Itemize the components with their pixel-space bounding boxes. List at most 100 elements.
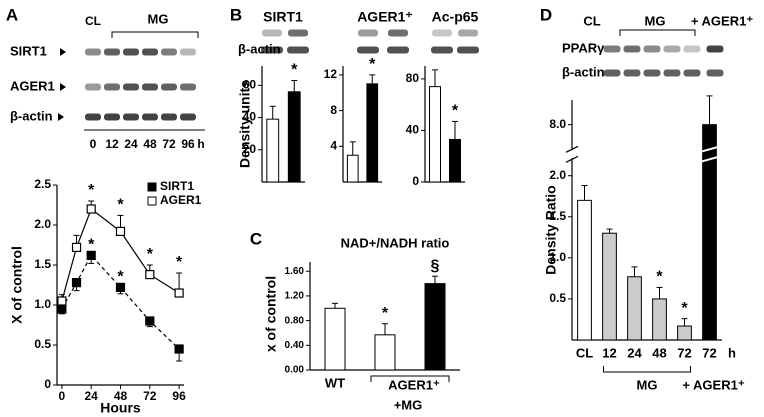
time-unit: h	[197, 137, 204, 151]
time-label: 12	[105, 137, 119, 151]
blot-band	[85, 48, 101, 56]
blot-band	[663, 69, 681, 77]
data-point	[115, 226, 126, 236]
x-tick-label: 48	[114, 389, 128, 403]
blot-band	[142, 113, 158, 121]
data-point	[174, 288, 184, 298]
blot-column: Ac-p65	[432, 9, 479, 25]
blot-group: CL	[583, 13, 600, 28]
significance: *	[656, 269, 663, 286]
data-point	[57, 296, 67, 306]
blot-band	[288, 29, 308, 37]
blot-band	[623, 69, 641, 77]
blot-column: SIRT1	[263, 9, 303, 25]
significance: *	[681, 300, 688, 317]
y-tick-label: 1.5	[34, 257, 51, 271]
group-label: +MG	[394, 397, 423, 412]
blot-band	[623, 45, 641, 53]
panel-label: B	[230, 5, 242, 24]
axis-break	[565, 155, 579, 163]
bracket	[603, 366, 691, 373]
group-label: + AGER1⁺	[682, 377, 745, 392]
bar	[266, 118, 280, 183]
y-tick-label: 1.0	[34, 297, 51, 311]
blot-band	[180, 83, 196, 91]
blot-band	[432, 29, 452, 37]
legend-label: SIRT1	[160, 179, 194, 193]
bar	[374, 334, 396, 371]
y-tick-label: 0.40	[285, 340, 305, 351]
blot-band	[161, 83, 177, 91]
legend-swatch	[147, 196, 157, 206]
y-tick-label: 0	[44, 377, 51, 391]
blot-band	[431, 46, 453, 54]
y-tick-label: 20	[243, 142, 257, 156]
time-label: 96	[181, 137, 195, 151]
blot-row-label: PPARγ	[562, 40, 605, 55]
bar	[602, 232, 617, 341]
time-label: 48	[143, 137, 157, 151]
axis-break	[565, 145, 579, 153]
data-point	[115, 282, 126, 292]
y-tick-label: 4	[330, 138, 337, 152]
panel-label: A	[6, 5, 18, 24]
y-tick-label: 0.5	[549, 291, 566, 305]
blot-band	[683, 45, 701, 53]
y-tick-label: 2.0	[549, 168, 566, 182]
legend-swatch	[147, 182, 157, 192]
x-tick-label: 12	[602, 345, 616, 360]
x-unit: h	[728, 345, 736, 360]
blot-band	[142, 48, 158, 56]
blot-band	[457, 46, 479, 54]
blot-band	[603, 69, 621, 77]
y-tick-label: 1.20	[285, 291, 305, 302]
y-axis-label: X of control	[9, 246, 25, 324]
axis-break	[698, 155, 721, 164]
blot-band	[388, 29, 408, 37]
time-label: 72	[162, 137, 176, 151]
group-label: AGER1⁺	[388, 377, 440, 392]
blot-band	[643, 45, 661, 53]
blot-group: MG	[645, 13, 666, 28]
blot-band	[123, 83, 139, 91]
bar	[366, 83, 379, 183]
x-tick-label: 0	[59, 389, 66, 403]
bar	[429, 86, 441, 183]
blot-band	[458, 29, 478, 37]
bar	[652, 298, 667, 341]
blot-column: AGER1⁺	[357, 9, 413, 25]
blot-band	[261, 46, 283, 54]
data-point	[71, 278, 82, 288]
significance: §	[431, 257, 440, 274]
data-point	[86, 250, 96, 260]
group-label: MG	[637, 377, 658, 392]
panel-label: D	[540, 5, 552, 24]
blot-band	[104, 113, 120, 121]
blot-row-label: β-actin	[238, 41, 281, 56]
x-tick-label: 96	[172, 389, 186, 403]
row-arrow	[60, 83, 66, 91]
y-axis-label: Density units	[237, 80, 253, 168]
x-tick-label: WT	[325, 375, 345, 390]
y-axis-label: x of control	[263, 276, 279, 352]
y-tick-label: 0.00	[285, 365, 305, 376]
x-tick-label: 72	[702, 345, 716, 360]
x-tick-label: 24	[627, 345, 642, 360]
blot-row-label: β-actin	[10, 108, 53, 123]
blot-band	[603, 45, 621, 53]
panel-label: C	[250, 229, 262, 248]
y-axis-label: Density Ratio	[543, 185, 559, 274]
significance: *	[88, 237, 95, 254]
significance: *	[176, 254, 183, 271]
significance: *	[117, 269, 124, 286]
blot-row-label: SIRT1	[10, 43, 47, 58]
row-arrow	[58, 113, 64, 121]
x-tick-label: CL	[576, 345, 593, 360]
blot-band	[161, 113, 177, 121]
significance: *	[88, 182, 95, 199]
time-label: 24	[124, 137, 138, 151]
time-label: 0	[90, 137, 97, 151]
bar	[449, 138, 461, 183]
blot-band	[706, 69, 724, 77]
y-tick-label: 1.0	[549, 250, 566, 264]
